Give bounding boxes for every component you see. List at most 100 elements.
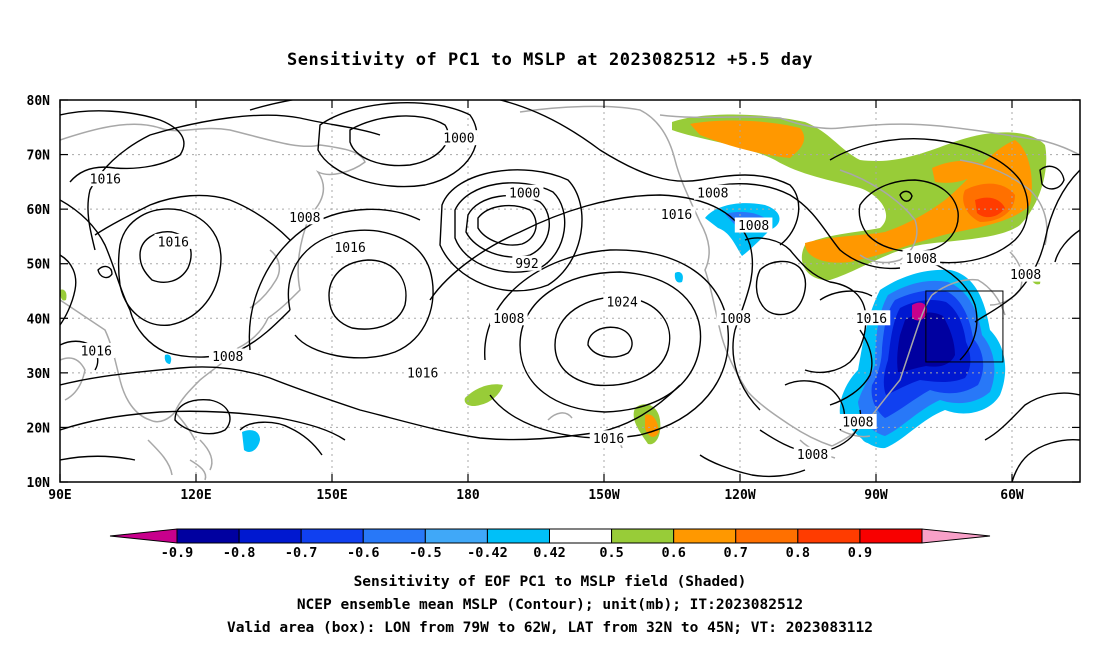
shade-small-4 [242,430,260,452]
contour-label: 1008 [738,219,769,234]
contour-label-bg [603,293,641,309]
shade-small-7 [674,272,683,283]
colorbar-label: 0.5 [599,545,623,561]
mslp-contours [60,100,1080,482]
contour-label: 1016 [593,432,624,447]
shade-red2-north [975,197,1005,218]
colorbar-swatch [859,528,923,544]
lat-tick-label: 70N [27,149,51,164]
colorbar-swatch [735,528,799,544]
sensitivity-shading [60,114,1047,452]
lon-tick-label: 180 [456,488,480,503]
lon-tick-label: 150W [588,488,619,503]
lat-tick-label: 80N [27,94,51,109]
contour-label: 1016 [856,312,887,327]
contour-label-bg [440,130,478,146]
contour-label-bg [490,310,528,326]
shade-small-6 [60,289,67,301]
shade-small-9 [164,354,172,364]
contour-labels: 1000 1016 1016 1008 1016 1000 992 1008 1016 1008 1… [77,130,1045,463]
colorbar-swatch [238,528,302,544]
contour-label: 1024 [606,295,637,310]
lon-tick-label: 60W [1000,488,1024,503]
colorbar-min-triangle [109,528,178,544]
shade-small-1 [464,384,503,407]
shade-orange-north [690,120,1032,263]
colorbar-max-triangle [921,528,991,544]
colorbar-label: -0.5 [409,545,442,561]
colorbar-swatch [611,528,675,544]
colorbar-label: -0.8 [223,545,256,561]
contour-label: 1008 [906,252,937,267]
contour-label: 1008 [1010,268,1041,283]
contour-label-bg [694,184,732,200]
contour-label: 1008 [797,448,828,463]
contour-label-bg [716,310,755,326]
colorbar-label: -0.7 [285,545,318,561]
contour-label-bg [286,209,324,225]
colorbar-label: 0.42 [533,545,566,561]
shade-strong-negative [912,302,928,321]
contour-label: 1016 [81,345,112,360]
colorbar-label: 0.9 [848,545,872,561]
caption-line-2: NCEP ensemble mean MSLP (Contour); unit(… [296,597,804,613]
contour-label: 1008 [842,415,873,430]
lat-tick-label: 40N [27,312,51,327]
contour-label: 1016 [90,173,121,188]
contour-label: 1008 [697,186,728,201]
colorbar-label: -0.6 [347,545,380,561]
lon-tick-label: 150E [316,488,347,503]
contour-label-bg [1006,266,1045,282]
contour-label: 1000 [443,132,474,147]
lat-tick-label: 50N [27,258,51,273]
contour-label-bg [154,233,193,249]
map-title: Sensitivity of PC1 to MSLP at 2023082512… [286,50,813,70]
colorbar-swatch [300,528,364,544]
colorbar-swatch [673,528,737,544]
caption-line-3: Valid area (box): LON from 79W to 62W, L… [226,620,873,636]
contour-label-bg [657,206,696,222]
colorbar-label: 0.8 [786,545,810,561]
contour-label-bg [902,250,941,266]
contour-label-bg [505,184,544,200]
colorbar-swatch [486,528,550,544]
colorbar-label: -0.42 [467,545,508,561]
colorbar-swatch [176,528,240,544]
contour-label-bg [331,239,369,255]
contour-label: 1000 [509,186,540,201]
contour-label-bg [77,343,116,359]
lon-tick-label: 120E [180,488,211,503]
shade-small-3 [645,414,659,437]
colorbar-swatch [362,528,426,544]
colorbar-label: 0.7 [724,545,748,561]
contour-label-bg [793,446,832,462]
contour-label-bg [589,430,628,446]
contour-label: 1016 [334,241,365,256]
lon-tick-label: 120W [724,488,755,503]
contour-label: 1008 [212,350,243,365]
lat-tick-label: 30N [27,367,51,382]
lon-tick-label: 90W [864,488,888,503]
plot-frame [59,99,1081,483]
contour-label: 1016 [407,366,438,381]
colorbar: -0.9 -0.8 -0.7 -0.6 -0.5 -0.42 0.42 0.5 0.6 0.7 0.… [109,528,991,561]
colorbar-label: -0.9 [161,545,194,561]
contour-label: 1008 [289,211,320,226]
colorbar-label: 0.6 [661,545,685,561]
lon-tick-label: 90E [48,488,71,503]
contour-label-bg [734,217,773,233]
colorbar-swatch [797,528,861,544]
contour-label: 992 [515,257,538,272]
colorbar-swatch [424,528,488,544]
lat-tick-label: 20N [27,421,51,436]
contour-label-bg [852,310,891,326]
caption-line-1: Sensitivity of EOF PC1 to MSLP field (Sh… [353,574,747,590]
contour-label: 1008 [720,312,751,327]
colorbar-swatch [549,528,613,544]
shade-positive-north [672,114,1047,281]
contour-label-bg [512,255,542,271]
contour-label-bg [208,348,247,364]
contour-label-bg [403,364,442,380]
